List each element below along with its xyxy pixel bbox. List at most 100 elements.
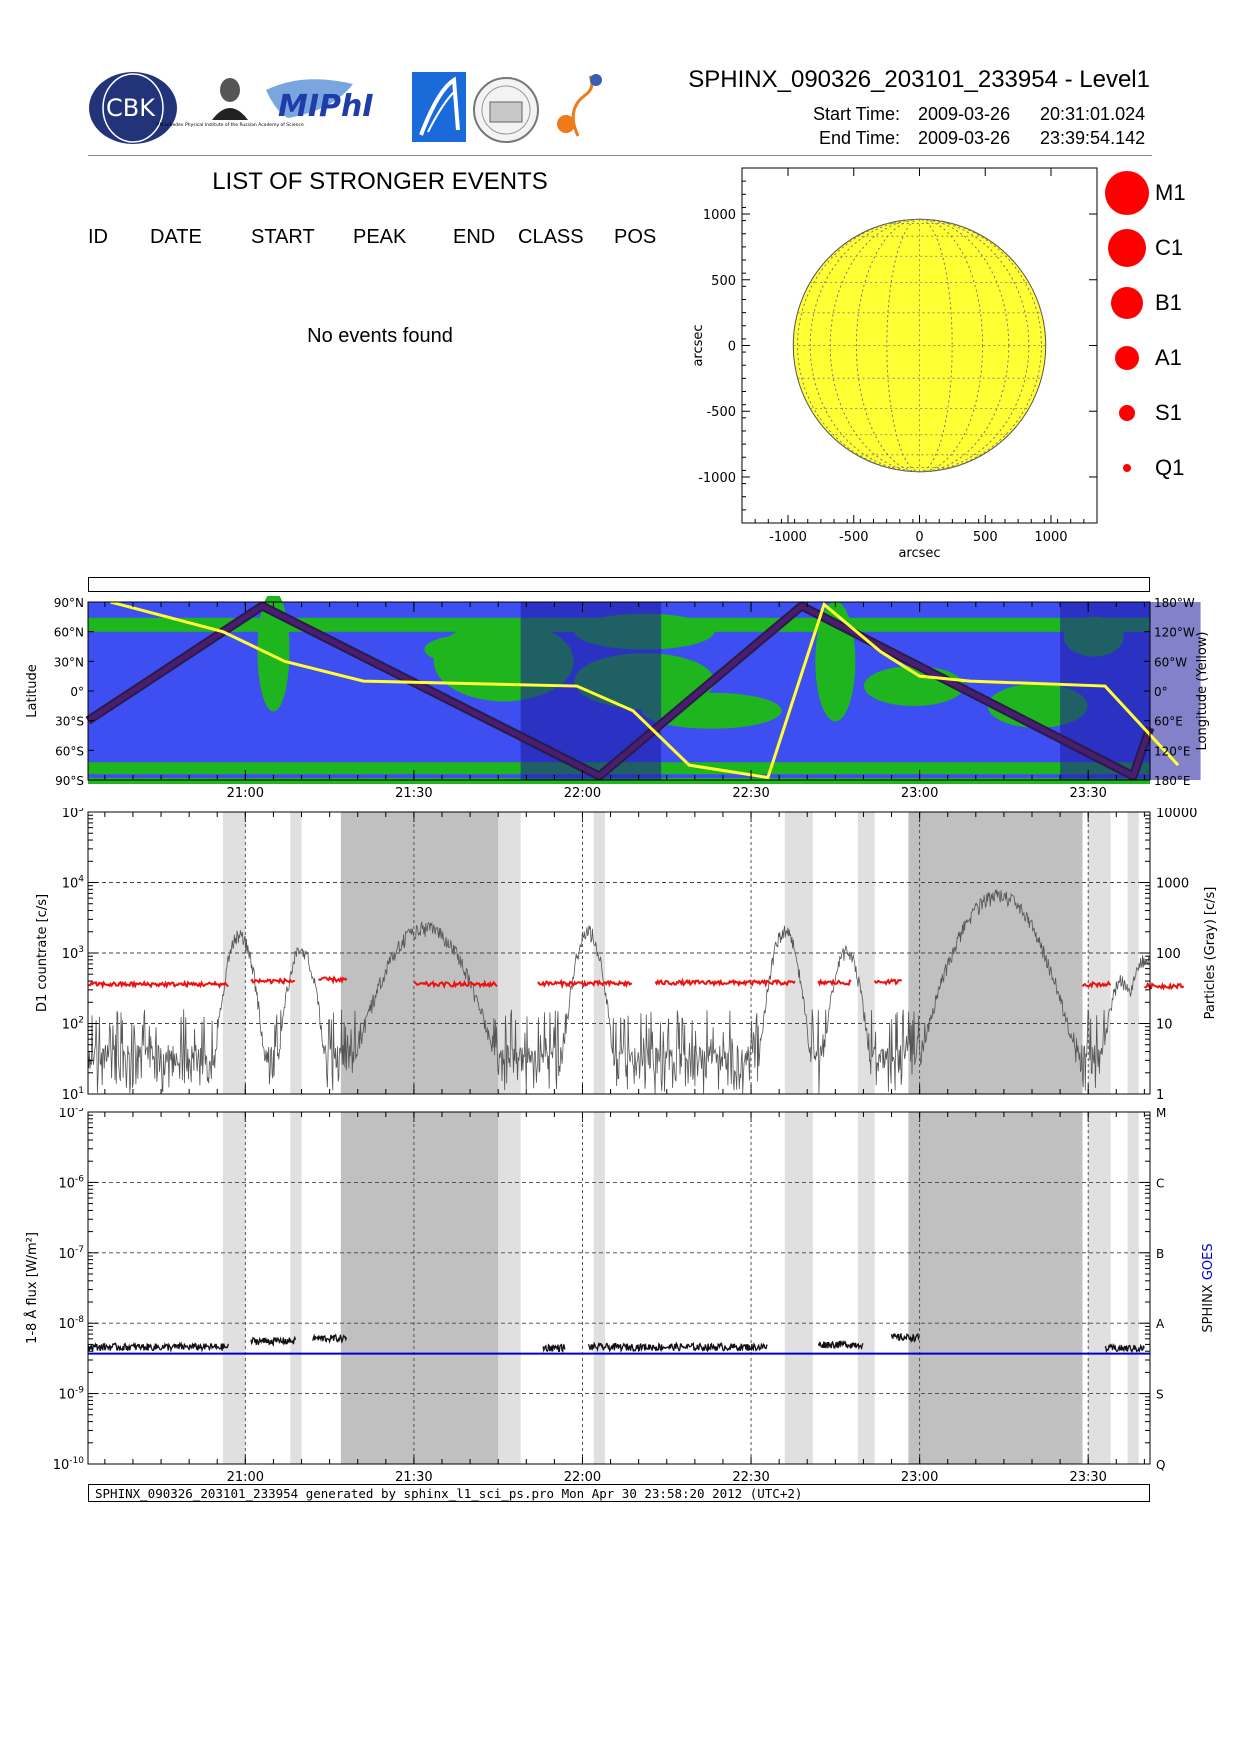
- sphinx-flux-segment: [1104, 1343, 1145, 1354]
- map-y-tick-label-right: 60°W: [1154, 655, 1187, 669]
- eclipse-band-dark: [340, 1112, 499, 1464]
- legend-marker-m1: [1105, 171, 1149, 215]
- logo-pan-text: PAN: [166, 100, 173, 112]
- flux-y-tick-label-right: S: [1156, 1388, 1164, 1402]
- d1-y-tick-label-right: 100: [1156, 947, 1181, 962]
- sun-x-tick-label: 500: [973, 530, 998, 545]
- sphinx-flux-segment: [817, 1339, 864, 1351]
- map-y-tick-label: 60°N: [54, 626, 84, 640]
- d1-count-segment: [1081, 980, 1112, 989]
- status-bar: [88, 577, 1150, 592]
- d1-y-tick-label-right: 1: [1156, 1088, 1164, 1103]
- sphinx-flux-segment: [890, 1332, 920, 1344]
- legend-marker-s1: [1119, 405, 1135, 421]
- map-land-mass: [641, 692, 782, 729]
- legend-marker-c1: [1108, 229, 1146, 267]
- flux-y-tick-label: 10-10: [53, 1456, 85, 1473]
- start-time: 20:31:01.024: [1040, 104, 1146, 124]
- events-col-id: ID: [88, 226, 108, 248]
- flux-legend-sphinx: SPHINX: [1201, 1280, 1216, 1332]
- d1-y-tick-exponent: 2: [78, 1016, 84, 1026]
- eclipse-band-light: [593, 1112, 605, 1464]
- map-y-tick-label-right: 120°E: [1154, 744, 1191, 758]
- flux-y-axis-label: 1-8 Å flux [W/m²]: [24, 1232, 40, 1344]
- logo-strip: CBK PAN P.N.Lebedev Physical Institute o…: [88, 70, 628, 146]
- sun-longitude-line: [855, 218, 984, 473]
- end-time-label: End Time:: [818, 128, 900, 148]
- d1-count-segment: [537, 978, 633, 990]
- d1-count-segment: [817, 978, 852, 987]
- flux-y-tick-label-right: Q: [1156, 1458, 1165, 1472]
- eclipse-band-light: [857, 1112, 875, 1464]
- x-tick-label: 21:00: [227, 1470, 264, 1482]
- sun-x-axis-label: arcsec: [898, 546, 940, 560]
- legend-label-b1: B1: [1155, 290, 1182, 315]
- sun-x-tick-label: 0: [915, 530, 923, 545]
- sun-y-tick-label: -1000: [698, 471, 736, 486]
- particles-series: [87, 889, 1150, 1094]
- map-y-tick-label: 30°N: [54, 655, 84, 669]
- d1-count-segment: [87, 979, 229, 990]
- sun-x-tick-label: -1000: [769, 530, 807, 545]
- map-y-tick-label-right: 0°: [1154, 685, 1168, 699]
- report-title: SPHINX_090326_203101_233954 - Level1: [688, 66, 1150, 93]
- d1-y-tick-label: 104: [62, 875, 85, 892]
- logo-cbk-text: CBK: [106, 94, 156, 122]
- d1-y-tick-label-right: 10: [1156, 1018, 1173, 1033]
- flux-y-tick-label: 10-5: [58, 1108, 84, 1121]
- events-col-date: DATE: [150, 226, 202, 248]
- flux-y-tick-exponent: -6: [75, 1174, 84, 1184]
- start-date: 2009-03-26: [918, 104, 1011, 124]
- d1-count-segment: [1143, 981, 1185, 991]
- x-tick-label: 22:00: [564, 1470, 601, 1482]
- map-y-tick-label: 90°N: [54, 596, 84, 610]
- map-y-tick-label: 0°: [70, 685, 84, 699]
- flux-y-tick-label-right: M: [1156, 1108, 1166, 1120]
- flux-y-tick-label-right: C: [1156, 1176, 1164, 1190]
- map-y-axis-label: Latitude: [25, 664, 40, 718]
- map-y-tick-label: 30°S: [55, 715, 84, 729]
- map-y-tick-label: 60°S: [55, 744, 84, 758]
- end-time: 23:39:54.142: [1040, 128, 1146, 148]
- end-date: 2009-03-26: [918, 128, 1011, 148]
- map-y-tick-label-right: 120°W: [1154, 626, 1195, 640]
- d1-y-tick-label: 103: [62, 945, 84, 962]
- flux-y-tick-label: 10-8: [58, 1315, 84, 1332]
- flux-y-tick-exponent: -5: [75, 1108, 84, 1114]
- x-tick-label: 23:00: [901, 1470, 938, 1482]
- start-time-row: Start Time: 2009-03-26 20:31:01.024: [0, 104, 1240, 126]
- d1-y-tick-label: 102: [62, 1016, 84, 1033]
- sphinx-flux-segment: [587, 1341, 768, 1353]
- map-y-tick-label-right: 180°W: [1154, 596, 1195, 610]
- eclipse-band-light: [222, 1112, 246, 1464]
- legend-label-s1: S1: [1155, 400, 1182, 425]
- start-time-label: Start Time:: [812, 104, 900, 124]
- sun-y-tick-label: 1000: [703, 208, 736, 223]
- flux-y-tick-exponent: -7: [75, 1245, 84, 1255]
- flux-y-tick-exponent: -8: [75, 1315, 84, 1325]
- eclipse-band-light: [498, 1112, 521, 1464]
- d1-y-tick-exponent: 4: [78, 875, 84, 885]
- legend-marker-b1: [1111, 287, 1143, 319]
- eclipse-band-light: [1088, 1112, 1111, 1464]
- x-tick-label: 22:30: [732, 1470, 769, 1482]
- flux-y-tick-exponent: -9: [75, 1386, 84, 1396]
- flux-y-tick-exponent: -10: [69, 1456, 84, 1466]
- d1-y-tick-exponent: 5: [78, 808, 84, 814]
- legend-label-m1: M1: [1155, 180, 1186, 205]
- x-tick-label: 21:30: [395, 1470, 432, 1482]
- sphinx-flux-segment: [312, 1333, 348, 1345]
- eclipse-band-dark: [908, 1112, 1083, 1464]
- eclipse-band-light: [1127, 1112, 1139, 1464]
- d1-y-tick-exponent: 3: [78, 945, 84, 955]
- map-land-band: [88, 778, 1150, 785]
- sphinx-flux-segment: [250, 1335, 297, 1347]
- sun-y-tick-label: -500: [706, 405, 736, 420]
- legend-label-c1: C1: [1155, 235, 1184, 260]
- d1-count-segment: [873, 978, 903, 986]
- logo-lebedev-text: P.N.Lebedev Physical Institute of the Ru…: [156, 122, 304, 128]
- flux-chart: 21:00 21:30 22:00 22:30 23:00 23:30 10-10 Q 10-9…: [24, 1108, 1216, 1482]
- flare-class-legend: M1 C1 B1 A1 S1 Q1: [1100, 160, 1230, 530]
- flux-y-tick-label: 10-6: [58, 1174, 84, 1191]
